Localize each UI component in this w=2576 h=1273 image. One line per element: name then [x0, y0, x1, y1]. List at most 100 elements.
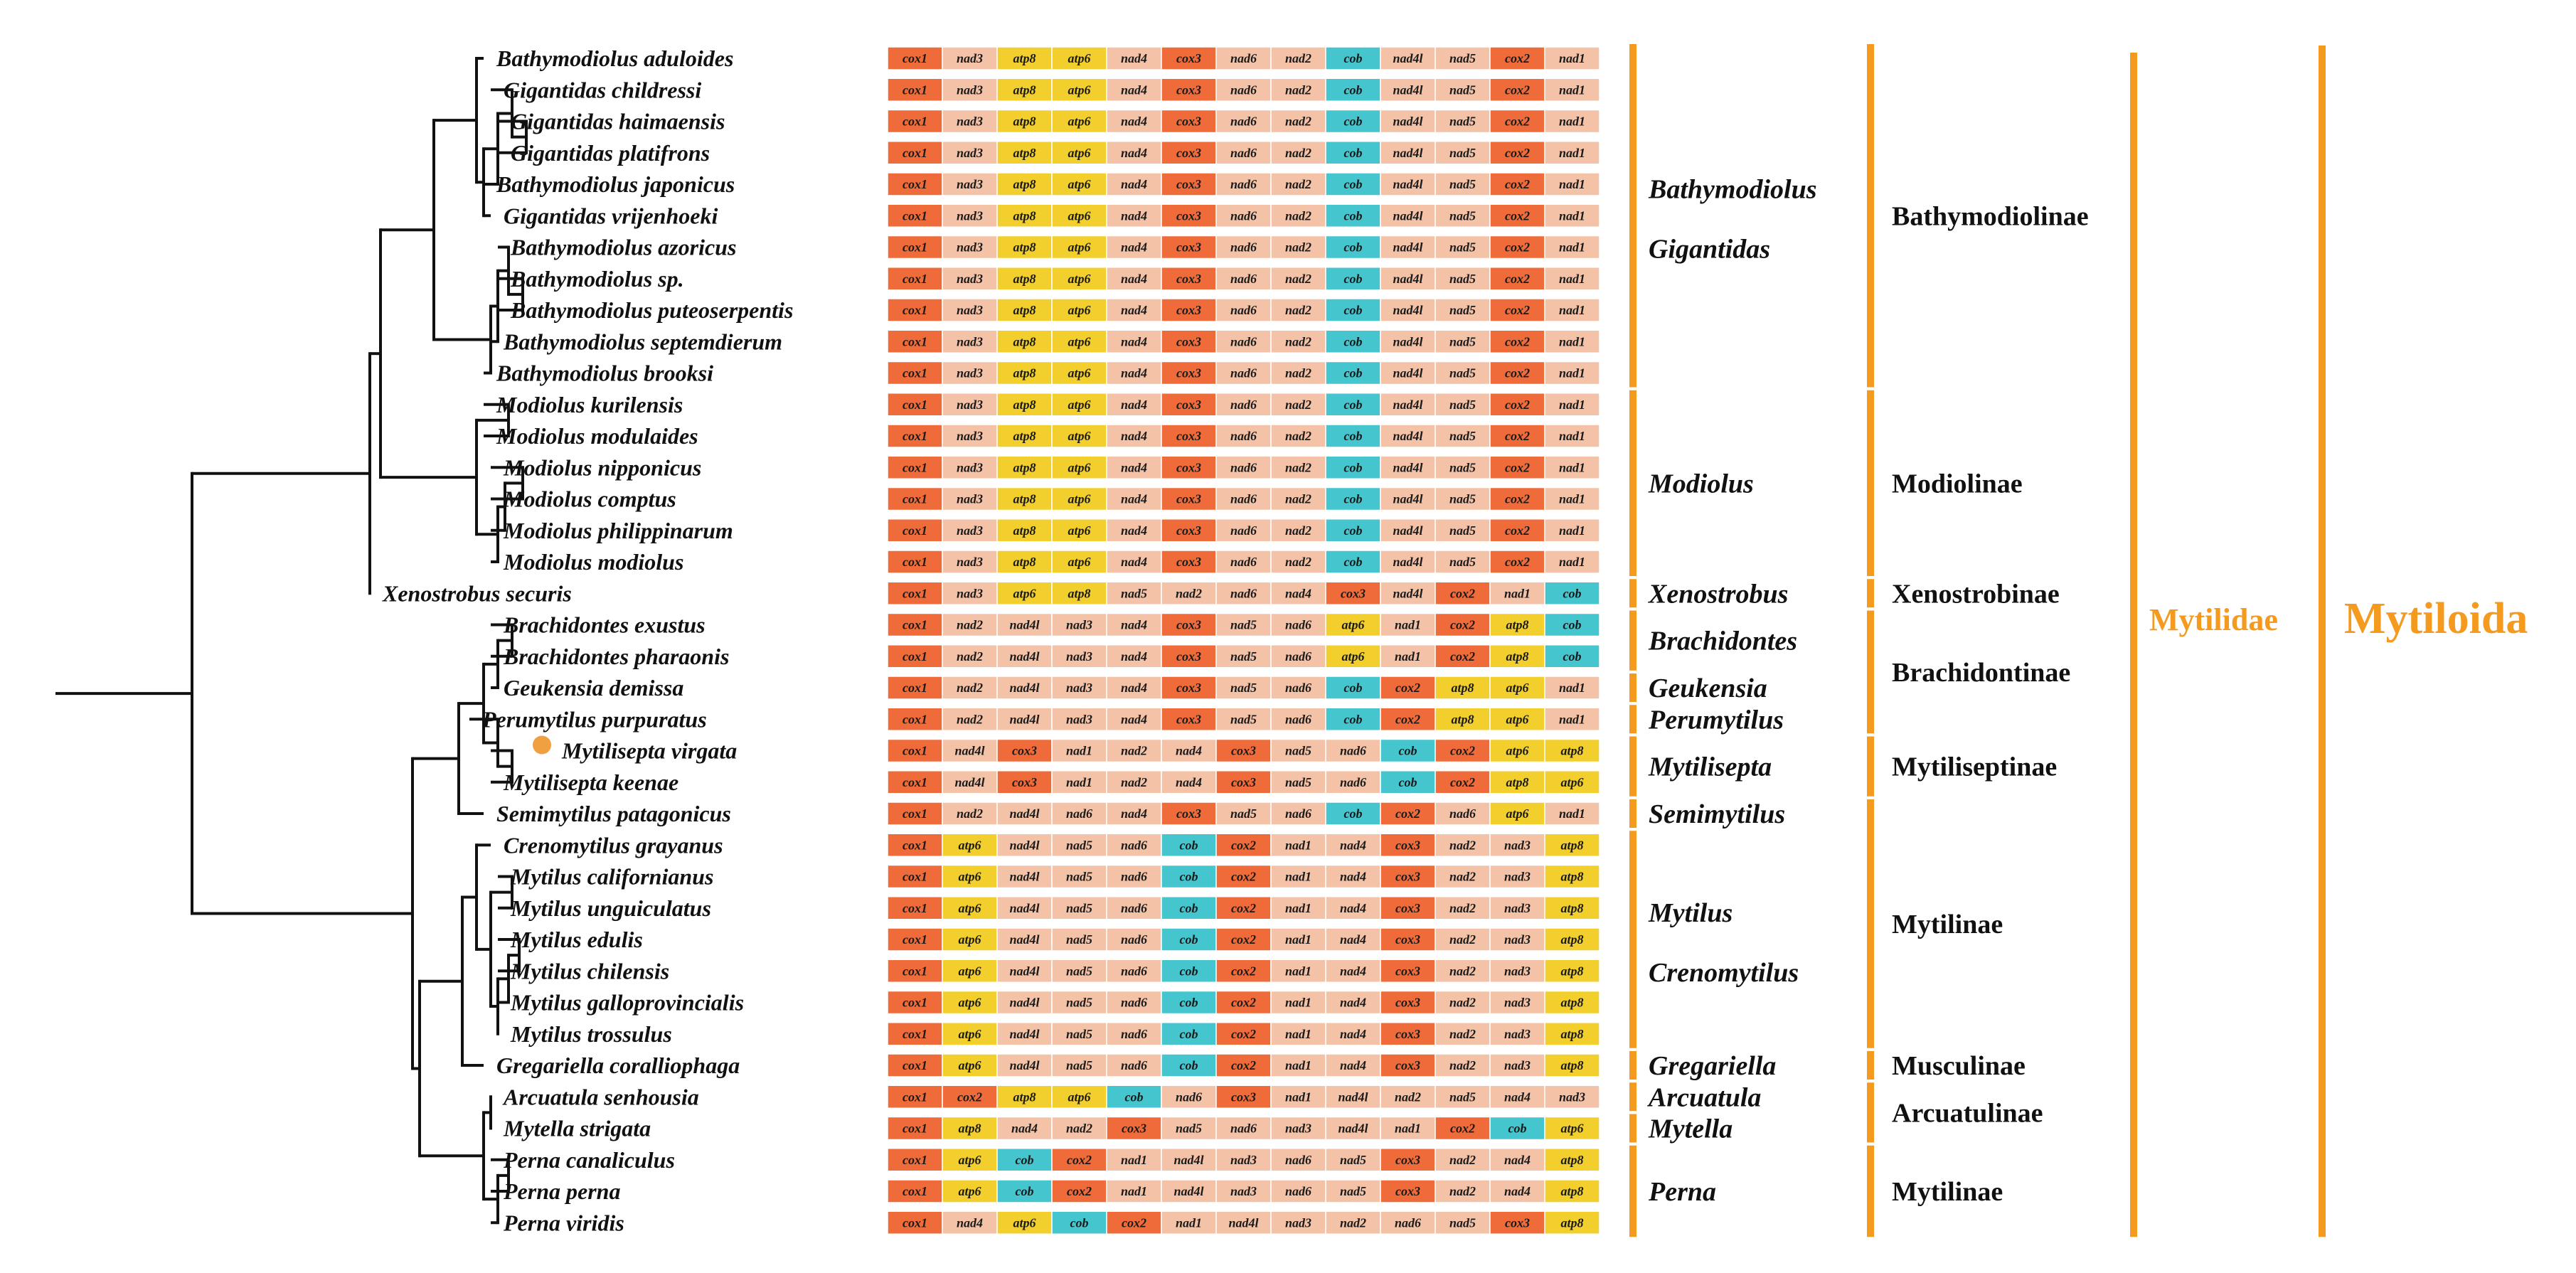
genus-label: Xenostrobus	[1648, 579, 1788, 609]
gene-label: atp6	[958, 1153, 981, 1167]
gene-label: nad4l	[1393, 460, 1422, 474]
gene-label: nad3	[957, 523, 983, 538]
subfamily-label: Brachidontinae	[1892, 658, 2070, 688]
gene-label: cox3	[1176, 240, 1201, 255]
gene-label: atp6	[1068, 460, 1090, 474]
gene-label: nad2	[1285, 334, 1311, 348]
gene-label: nad4l	[1393, 398, 1422, 412]
gene-box	[996, 424, 1053, 448]
gene-label: nad2	[1285, 460, 1311, 474]
gene-label: nad5	[1066, 996, 1092, 1010]
gene-box	[942, 644, 998, 669]
gene-box	[1489, 612, 1545, 637]
gene-box	[887, 864, 943, 889]
gene-label: nad6	[1340, 744, 1366, 758]
gene-label: atp8	[1506, 618, 1528, 632]
gene-box	[1380, 361, 1436, 385]
gene-box	[996, 141, 1053, 165]
gene-label: cob	[1344, 492, 1363, 506]
gene-label: nad2	[1285, 146, 1311, 160]
gene-label: nad4	[1121, 429, 1147, 443]
gene-label: nad6	[1121, 996, 1147, 1010]
gene-label: nad4l	[1009, 901, 1039, 915]
gene-row: cox1 nad3 atp8 atp6 nad4 cox3 nad6 nad2 cob nad4l…	[887, 78, 1600, 102]
gene-label: atp8	[1560, 744, 1583, 758]
gene-label: nad5	[1066, 838, 1092, 852]
gene-label: cox2	[1505, 334, 1530, 348]
gene-label: nad1	[1395, 1122, 1421, 1136]
gene-box	[1325, 864, 1381, 889]
gene-box	[887, 46, 943, 70]
gene-label: nad2	[1449, 901, 1476, 915]
gene-label: cox3	[1176, 334, 1201, 348]
gene-label: cox2	[1231, 870, 1256, 884]
gene-label: atp6	[1068, 523, 1090, 538]
gene-box	[1051, 486, 1107, 511]
gene-box	[996, 361, 1053, 385]
gene-label: nad6	[1230, 1122, 1257, 1136]
gene-box	[1544, 46, 1600, 70]
gene-label: nad1	[1559, 240, 1585, 255]
gene-box	[1106, 833, 1162, 857]
gene-box	[942, 738, 998, 763]
gene-label: nad4	[1121, 82, 1147, 97]
gene-label: nad5	[1230, 712, 1257, 726]
gene-label: nad6	[1121, 964, 1147, 978]
gene-label: cox3	[1176, 429, 1201, 443]
gene-box	[1489, 46, 1545, 70]
gene-box	[996, 644, 1053, 669]
gene-row: cox1 nad2 nad4l nad3 nad4 cox3 nad5 nad6 cob cox2…	[887, 676, 1600, 700]
gene-label: atp8	[1013, 177, 1036, 191]
gene-label: atp6	[1560, 775, 1583, 789]
gene-box	[1161, 46, 1217, 70]
gene-label: cox3	[1176, 208, 1201, 223]
gene-label: cox1	[903, 429, 927, 443]
gene-box	[942, 770, 998, 794]
gene-label: nad1	[1285, 870, 1311, 884]
gene-label: cox1	[903, 114, 927, 129]
gene-label: cox1	[903, 806, 927, 821]
gene-box	[1380, 455, 1436, 479]
gene-label: cox2	[1505, 146, 1530, 160]
gene-box	[1544, 864, 1600, 889]
gene-box	[887, 801, 943, 826]
gene-label: cox3	[1176, 618, 1201, 632]
species-labels: Bathymodiolus aduloides Gigantidas childr…	[382, 46, 793, 1235]
species-label: Crenomytilus grayanus	[504, 832, 723, 858]
gene-box	[1161, 235, 1217, 260]
gene-label: atp8	[1068, 586, 1090, 600]
gene-label: nad4l	[1393, 303, 1422, 317]
gene-label: nad3	[1285, 1122, 1311, 1136]
species-label: Modiolus kurilensis	[496, 392, 683, 417]
gene-box	[942, 990, 998, 1015]
gene-label: nad1	[1559, 492, 1585, 506]
gene-box	[887, 1210, 943, 1235]
gene-box	[1161, 1179, 1217, 1203]
gene-box	[1380, 738, 1436, 763]
gene-label: cox1	[903, 649, 927, 664]
gene-box	[1435, 298, 1491, 322]
gene-box	[1489, 770, 1545, 794]
gene-label: nad3	[957, 51, 983, 65]
gene-row: cox1 nad3 atp8 atp6 nad4 cox3 nad6 nad2 cob nad4l…	[887, 235, 1600, 260]
gene-label: nad6	[1230, 492, 1257, 506]
gene-label: nad5	[1066, 1058, 1092, 1072]
gene-label: nad4l	[1009, 1027, 1039, 1041]
gene-box	[1106, 1053, 1162, 1077]
gene-row: cox1 atp6 cob cox2 nad1 nad4l nad3 nad6 nad5 cox3…	[887, 1179, 1600, 1203]
gene-label: nad4	[1121, 398, 1147, 412]
gene-label: cox3	[1176, 712, 1201, 726]
gene-box	[1435, 959, 1491, 983]
gene-label: nad6	[1230, 429, 1257, 443]
gene-box	[1051, 1148, 1107, 1172]
gene-label: atp8	[1013, 523, 1036, 538]
gene-label: atp8	[1451, 712, 1474, 726]
gene-label: nad3	[957, 492, 983, 506]
gene-label: nad1	[1285, 1058, 1311, 1072]
gene-label: cob	[1344, 523, 1363, 538]
gene-label: atp6	[1341, 649, 1364, 664]
gene-box	[1544, 109, 1600, 134]
gene-label: nad3	[957, 208, 983, 223]
gene-box	[1325, 455, 1381, 479]
gene-label: cox2	[1231, 996, 1256, 1010]
